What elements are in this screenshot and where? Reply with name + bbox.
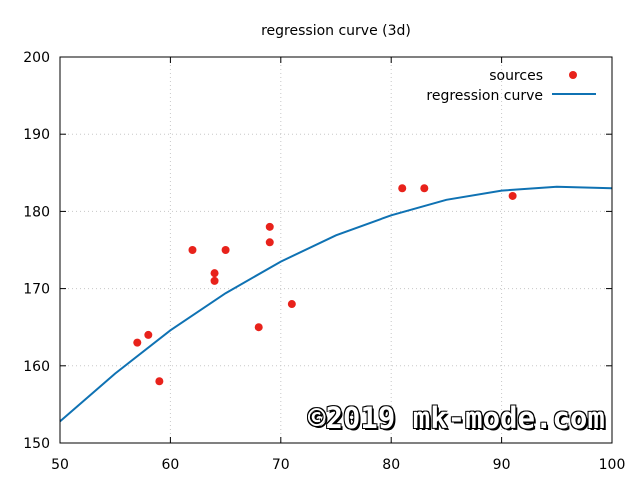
- y-tick-label: 200: [23, 50, 50, 66]
- source-point: [398, 184, 407, 193]
- plot-border: [59, 56, 613, 444]
- y-tick-label: 190: [23, 127, 50, 143]
- x-tick-label: 60: [161, 457, 179, 473]
- source-point: [188, 246, 197, 254]
- source-point: [287, 300, 296, 309]
- x-tick-label: 90: [493, 457, 511, 473]
- y-tick-label: 170: [23, 282, 50, 298]
- source-point: [133, 338, 142, 347]
- x-tick-label: 70: [272, 457, 290, 473]
- source-point: [155, 377, 164, 386]
- regression-curve-line: [59, 185, 613, 423]
- source-point: [210, 269, 219, 278]
- legend-label-regression-curve: regression curve: [426, 88, 543, 104]
- source-point: [254, 323, 263, 332]
- source-point: [210, 276, 219, 285]
- x-tick-label: 100: [599, 457, 626, 473]
- x-tick-label: 50: [51, 457, 69, 473]
- source-point: [420, 184, 429, 193]
- source-point: [265, 238, 274, 247]
- legend: sources regression curve: [426, 68, 596, 104]
- y-tick-label: 180: [23, 204, 50, 220]
- legend-label-sources: sources: [489, 68, 543, 84]
- source-point: [508, 191, 517, 200]
- legend-marker-sources: [569, 71, 577, 79]
- source-point: [144, 330, 153, 339]
- y-tick-label: 160: [23, 359, 50, 375]
- watermark: ©2019 mk-mode.com: [308, 401, 605, 435]
- y-tick-label: 150: [23, 436, 50, 452]
- chart-title: regression curve (3d): [261, 23, 411, 39]
- x-tick-label: 80: [382, 457, 400, 473]
- source-point: [221, 246, 230, 254]
- source-point: [265, 222, 274, 231]
